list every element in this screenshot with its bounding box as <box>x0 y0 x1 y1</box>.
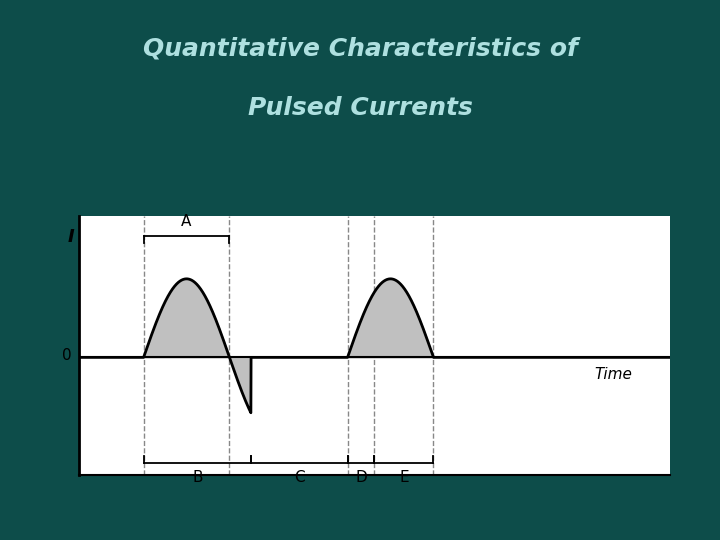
Text: B: B <box>192 470 202 485</box>
Text: D: D <box>355 470 367 485</box>
Text: Pulsed Currents: Pulsed Currents <box>248 96 472 120</box>
Text: A: A <box>181 214 192 230</box>
Text: I: I <box>68 228 75 246</box>
Text: E: E <box>399 470 409 485</box>
Text: Quantitative Characteristics of: Quantitative Characteristics of <box>143 37 577 60</box>
Text: 0: 0 <box>61 348 71 362</box>
Text: C: C <box>294 470 305 485</box>
Text: Time: Time <box>595 367 632 382</box>
